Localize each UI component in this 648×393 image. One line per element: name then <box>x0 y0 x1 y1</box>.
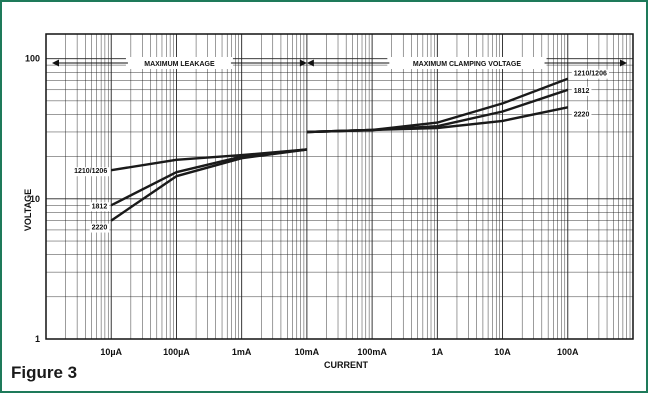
x-tick-label: 1mA <box>232 347 252 357</box>
x-tick-label: 1A <box>432 347 444 357</box>
y-tick-label: 10 <box>30 194 40 204</box>
x-tick-labels: 10µA 100µA 1mA 10mA 100mA 1A 10A 100A <box>100 347 579 357</box>
x-axis-label: CURRENT <box>324 360 369 370</box>
y-tick-label: 100 <box>25 54 40 64</box>
series-1-label-right: 1812 <box>574 88 590 95</box>
region-markers: MAXIMUM LEAKAGE MAXIMUM CLAMPING VOLTAGE <box>52 57 627 69</box>
region-0: MAXIMUM LEAKAGE <box>52 57 307 69</box>
series-2-clamping-line <box>306 106 569 134</box>
x-tick-label: 100µA <box>163 347 190 357</box>
figure-title: Figure 3 <box>11 363 78 382</box>
plot-border <box>45 33 634 340</box>
series-0-label-right: 1210/1206 <box>574 71 607 78</box>
y-tick-labels: 1 10 100 <box>25 54 40 344</box>
series-2-label-right: 2220 <box>574 111 590 118</box>
y-tick-label: 1 <box>35 334 40 344</box>
series-1-label-left: 1812 <box>92 203 108 210</box>
series-labels: 1210/1206 1210/1206 1812 1812 2220 2220 <box>72 69 609 233</box>
series-2-leakage-line <box>110 148 308 222</box>
region-label: MAXIMUM LEAKAGE <box>144 61 215 68</box>
series-2-label-left: 2220 <box>92 225 108 232</box>
y-axis-label: VOLTAGE <box>23 189 33 231</box>
x-tick-label: 100mA <box>357 347 387 357</box>
x-tick-label: 100A <box>557 347 579 357</box>
series-0-label-left: 1210/1206 <box>74 168 107 175</box>
region-label: MAXIMUM CLAMPING VOLTAGE <box>413 61 522 68</box>
region-1: MAXIMUM CLAMPING VOLTAGE <box>306 57 627 69</box>
grid <box>46 34 633 339</box>
series-lines <box>110 77 569 222</box>
x-tick-label: 10µA <box>100 347 122 357</box>
x-tick-label: 10mA <box>295 347 320 357</box>
x-tick-label: 10A <box>494 347 511 357</box>
